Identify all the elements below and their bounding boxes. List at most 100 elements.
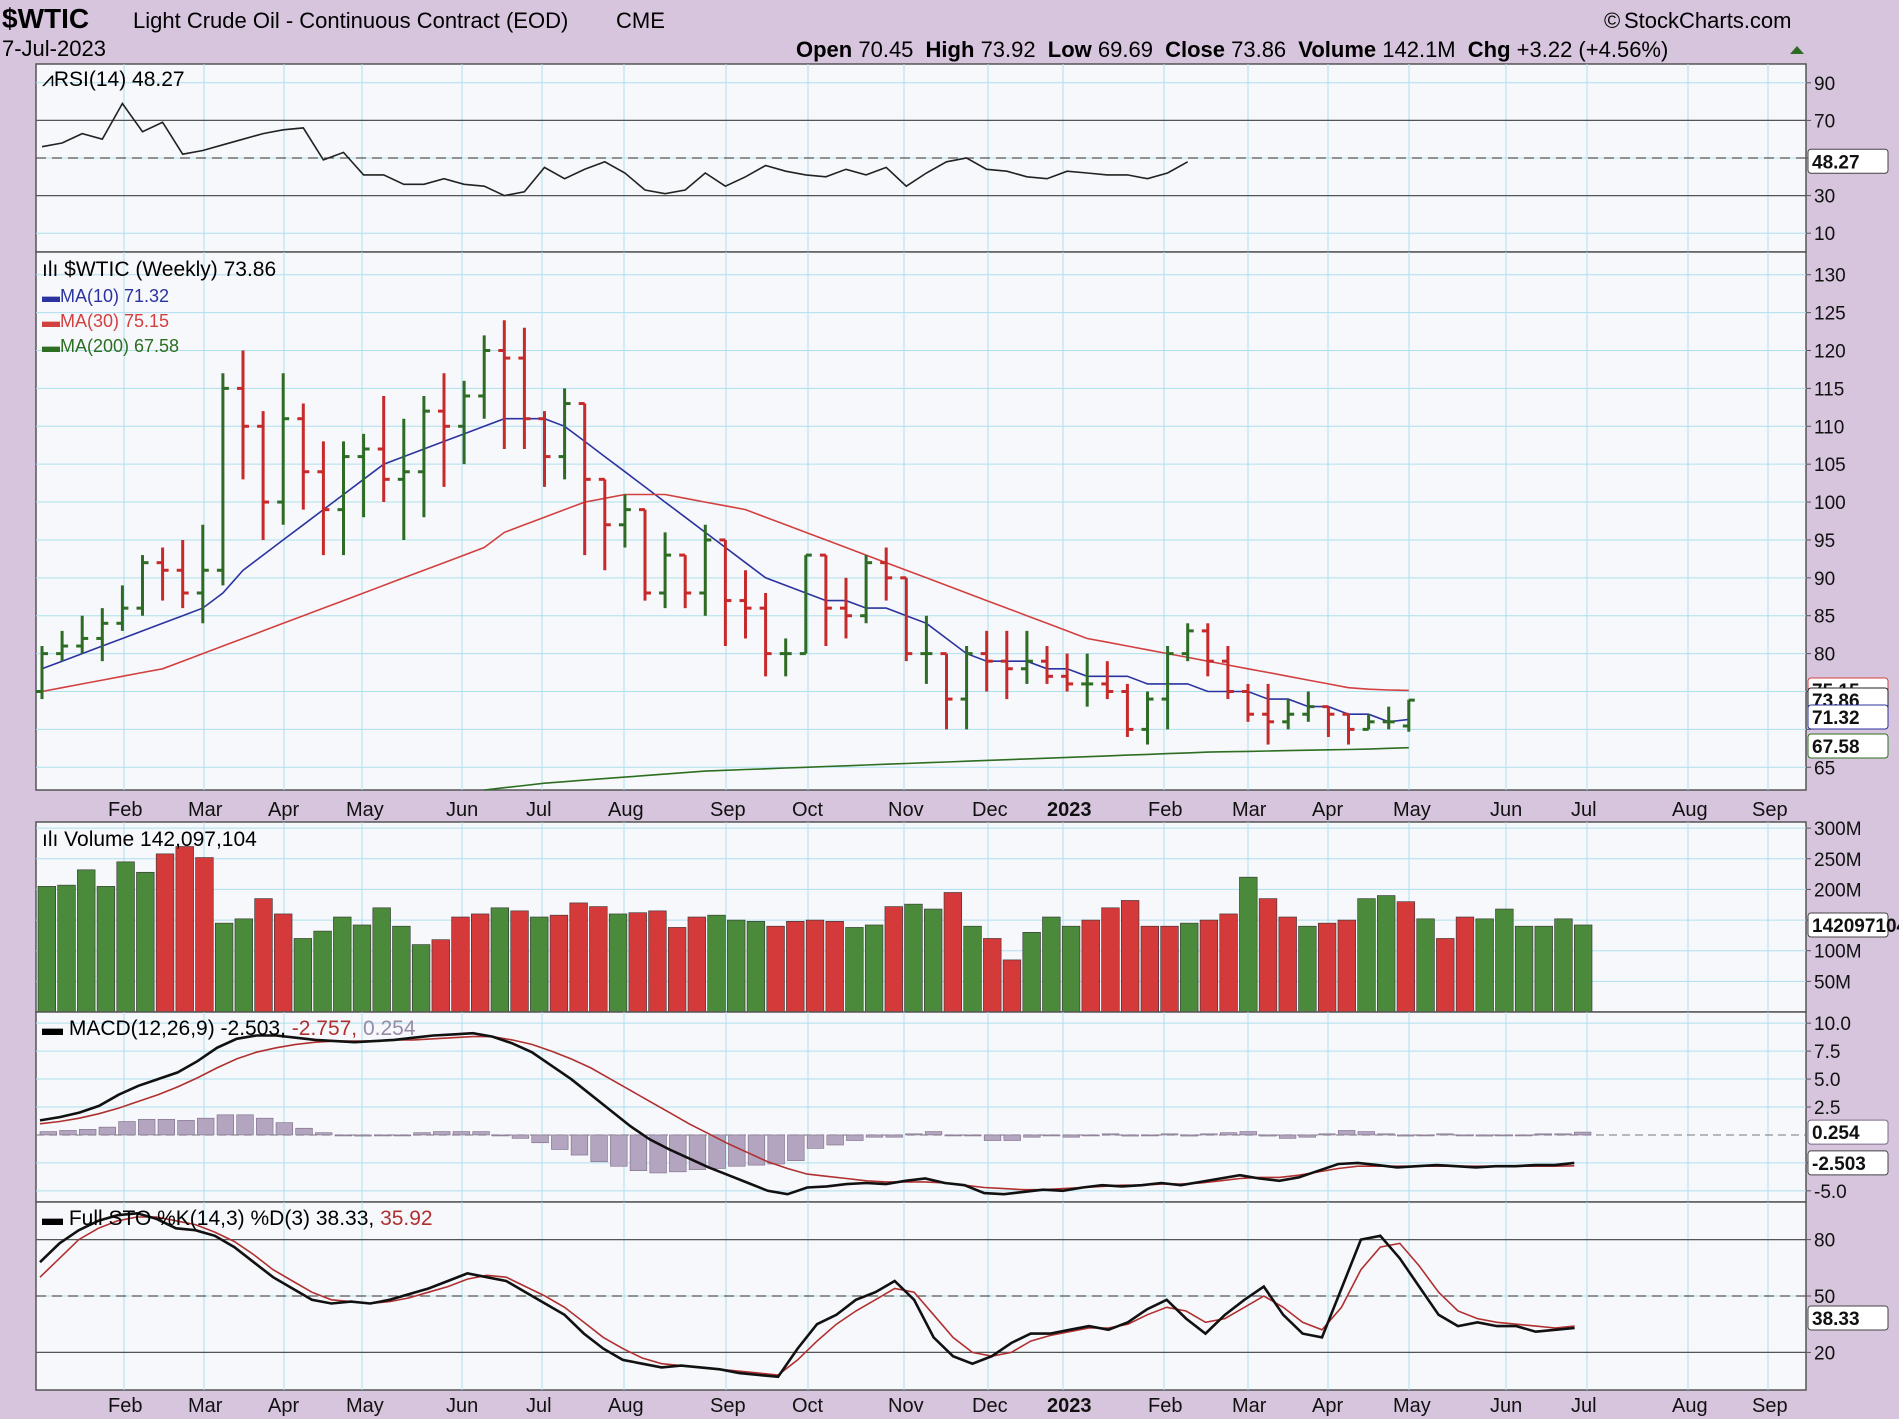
rsi-last-value: 48.27 — [1812, 152, 1860, 173]
y-tick-label: 30 — [1814, 187, 1835, 208]
macd-histogram-bar — [531, 1134, 549, 1144]
price-bar — [1322, 705, 1335, 737]
volume-bar — [687, 916, 706, 1013]
y-tick-label: 115 — [1814, 379, 1844, 400]
volume-bar — [1081, 919, 1100, 1013]
price-bar — [1221, 646, 1234, 700]
volume-bar — [707, 914, 726, 1013]
high-value: 73.92 — [981, 37, 1036, 62]
y-tick-label: 50M — [1814, 972, 1851, 993]
volume-bar — [116, 861, 135, 1013]
y-tick-label: 100M — [1814, 942, 1862, 963]
macd-histogram-bar — [865, 1134, 884, 1138]
rsi-line — [41, 102, 1189, 197]
x-axis-month-label-bottom: May — [1393, 1395, 1431, 1417]
x-axis-month-label: Mar — [1232, 799, 1267, 821]
price-bar — [739, 570, 752, 639]
macd-histogram-bar — [275, 1122, 294, 1136]
volume-bar — [549, 914, 569, 1013]
volume-bar — [1061, 925, 1081, 1013]
x-axis-month-label-bottom: Dec — [972, 1395, 1008, 1417]
price-bar — [880, 547, 893, 601]
macd-histogram-bar — [767, 1134, 785, 1165]
volume-last-value: 142097104 — [1812, 916, 1899, 937]
price-bar — [36, 646, 48, 700]
volume-bar — [1574, 924, 1593, 1013]
macd-histogram-bar — [924, 1131, 943, 1136]
price-bar — [1101, 661, 1114, 700]
volume-bar — [1554, 918, 1573, 1013]
volume-bar — [1101, 907, 1120, 1013]
volume-bar — [37, 886, 56, 1013]
macd-histogram-bar — [472, 1131, 490, 1136]
x-axis-month-label: Aug — [1672, 799, 1708, 821]
x-axis-month-label-bottom: May — [346, 1395, 384, 1417]
macd-histogram-bar — [570, 1134, 589, 1156]
volume-bar — [1337, 919, 1356, 1013]
macd-histogram-bar — [452, 1131, 471, 1136]
volume-bar — [648, 910, 667, 1013]
volume-bar — [943, 892, 963, 1013]
sto-last-value: 38.33 — [1812, 1309, 1860, 1330]
macd-histogram-bar — [433, 1131, 451, 1136]
x-axis-month-label-bottom: Feb — [1148, 1395, 1182, 1417]
macd-histogram-bar — [354, 1134, 372, 1137]
price-bar — [317, 441, 330, 556]
macd-histogram-bar — [1219, 1132, 1238, 1136]
volume-bar — [628, 912, 647, 1013]
ma-line-ma30 — [41, 493, 1409, 693]
volume-bar — [1219, 913, 1238, 1013]
price-bar — [337, 441, 350, 556]
price-bar — [578, 402, 591, 556]
volume-bar — [845, 927, 864, 1013]
price-bar — [297, 403, 310, 510]
volume-bar — [195, 857, 214, 1013]
volume-bar — [392, 925, 411, 1013]
x-axis-month-label-bottom: Mar — [1232, 1395, 1267, 1417]
volume-bar — [136, 871, 155, 1013]
chg-value: +3.22 (+4.56%) — [1517, 37, 1669, 62]
price-bar — [558, 388, 571, 480]
macd-histogram-bar — [413, 1132, 431, 1136]
volume-bar — [175, 846, 194, 1013]
price-bar — [618, 494, 631, 548]
macd-histogram-bar — [1200, 1133, 1218, 1136]
price-legend: ılı $WTIC (Weekly) 73.86 — [42, 258, 276, 281]
high-label: High — [926, 37, 975, 62]
price-bar — [1302, 691, 1315, 722]
volume-bar — [746, 920, 766, 1013]
macd-line — [39, 1031, 1575, 1196]
macd-histogram-bar — [511, 1134, 530, 1139]
y-tick-label: 7.5 — [1814, 1042, 1840, 1063]
volume-bar — [766, 925, 785, 1013]
volume-bar — [1258, 898, 1278, 1013]
y-tick-label: 50 — [1814, 1287, 1835, 1308]
volume-bar — [864, 924, 884, 1013]
volume-bar — [1377, 895, 1396, 1013]
price-bar — [1402, 698, 1415, 732]
volume-bar — [451, 916, 470, 1013]
ma-legend-0: ▬MA(10) 71.32 — [42, 286, 169, 306]
price-bar — [679, 553, 692, 609]
macd-last-value-box — [1807, 1150, 1889, 1176]
y-tick-label: 90 — [1814, 569, 1835, 590]
volume-bar — [530, 916, 549, 1013]
volume-bar — [411, 944, 431, 1013]
macd-histogram-bar — [1259, 1134, 1277, 1137]
price-bar — [1061, 653, 1074, 692]
y-tick-label: 10.0 — [1814, 1014, 1851, 1035]
price-last-value-3-box — [1807, 733, 1889, 759]
x-axis-month-label-bottom: Jul — [526, 1395, 552, 1417]
volume-bar — [1416, 918, 1435, 1013]
x-axis-month-label: Apr — [268, 799, 299, 821]
x-axis-month-label: Sep — [1752, 799, 1788, 821]
price-bar — [277, 373, 290, 525]
macd-histogram-bar — [590, 1134, 608, 1163]
rsi-last-value-box — [1807, 148, 1889, 174]
macd-histogram-bar — [551, 1134, 569, 1150]
volume-bar — [1160, 925, 1179, 1013]
macd-histogram-bar — [1160, 1133, 1179, 1136]
macd-legend: ▬ MACD(12,26,9) -2.503, -2.757, 0.254 — [42, 1017, 416, 1040]
x-axis-month-label-bottom: Feb — [108, 1395, 142, 1417]
